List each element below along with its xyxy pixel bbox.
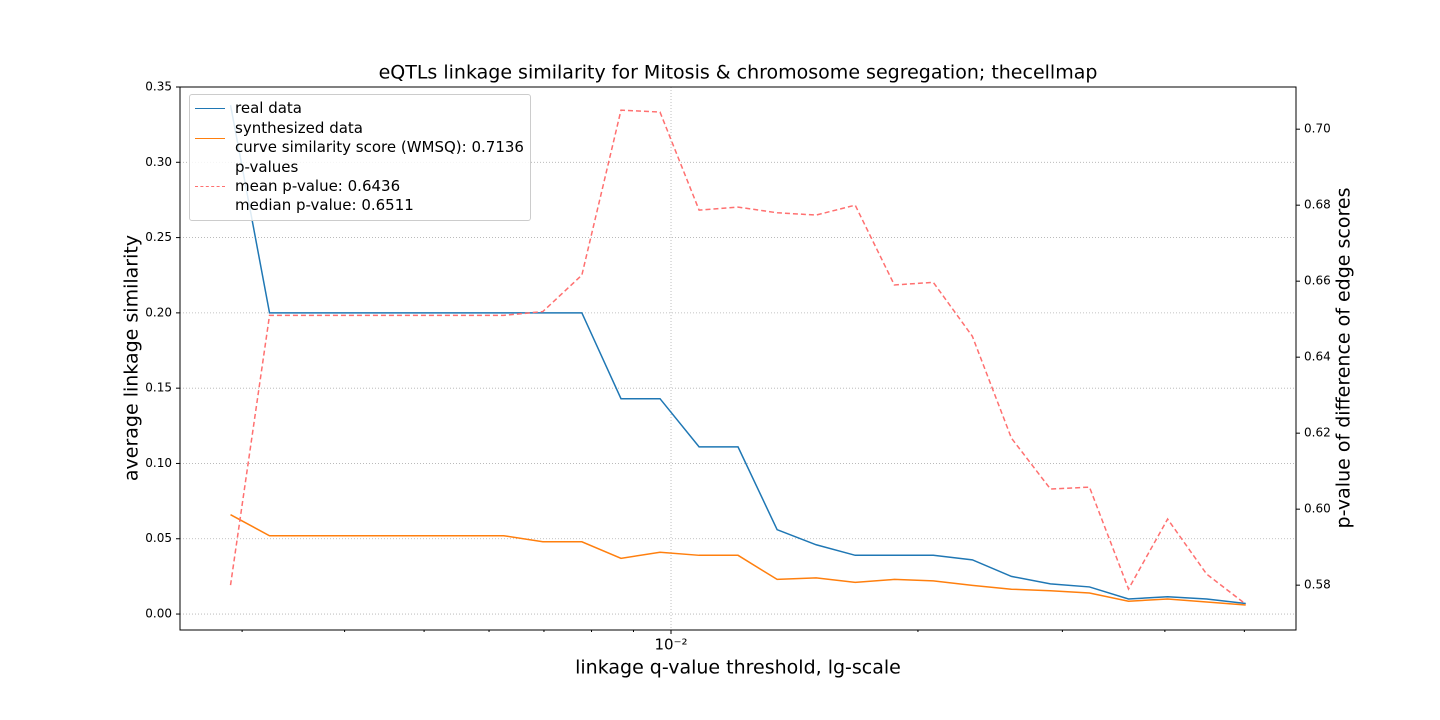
y-tick-label: 0.30 — [145, 155, 172, 169]
y2-tick-label: 0.66 — [1304, 274, 1331, 288]
series-line — [229, 109, 1247, 605]
y-tick-label: 0.10 — [145, 456, 172, 470]
y2-tick-label: 0.64 — [1304, 350, 1331, 364]
x-tick-label: 10⁻² — [654, 636, 687, 654]
y2-tick-label: 0.70 — [1304, 122, 1331, 136]
y-tick-label: 0.15 — [145, 381, 172, 395]
y2-tick-label: 0.68 — [1304, 198, 1331, 212]
legend-entry: real data — [190, 99, 530, 118]
y-tick-label: 0.25 — [145, 230, 172, 244]
legend-label: real data — [235, 99, 302, 117]
y2-tick-label: 0.58 — [1304, 578, 1331, 592]
series-line — [230, 513, 1246, 606]
chart-title: eQTLs linkage similarity for Mitosis & c… — [379, 62, 1098, 84]
x-axis-label: linkage q-value threshold, lg-scale — [575, 657, 901, 679]
y-axis-label: average linkage similarity — [121, 235, 143, 481]
legend-entry: synthesized data curve similarity score … — [190, 119, 530, 157]
legend-entry: p-values mean p-value: 0.6436 median p-v… — [190, 158, 530, 215]
legend-label: synthesized data curve similarity score … — [235, 119, 524, 156]
y-tick-label: 0.35 — [145, 80, 172, 94]
series-line — [229, 104, 1246, 605]
y2-tick-label: 0.62 — [1304, 426, 1331, 440]
legend-label: p-values mean p-value: 0.6436 median p-v… — [235, 158, 414, 214]
y-tick-label: 0.05 — [145, 531, 172, 545]
y2-tick-label: 0.60 — [1304, 502, 1331, 516]
legend-swatch — [195, 186, 225, 187]
y2-axis-label: p-value of difference of edge scores — [1333, 188, 1355, 529]
legend-swatch — [195, 108, 225, 109]
y-tick-label: 0.00 — [145, 607, 172, 621]
legend: real data synthesized data curve similari… — [189, 94, 531, 221]
plot-frame — [179, 86, 1297, 631]
legend-swatch — [195, 137, 225, 139]
y-tick-label: 0.20 — [145, 305, 172, 319]
